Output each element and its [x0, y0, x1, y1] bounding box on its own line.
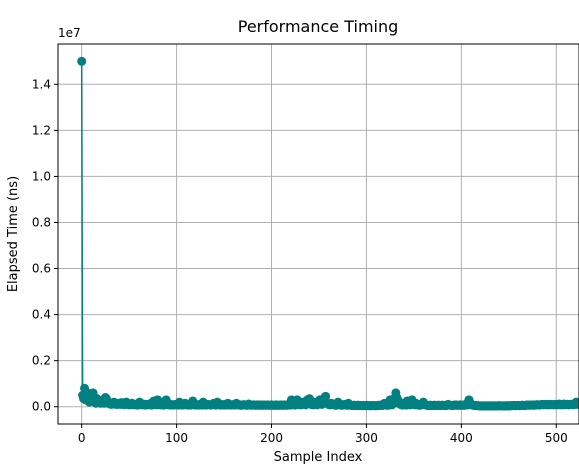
grid	[58, 44, 579, 424]
y-tick-label: 0.4	[32, 308, 51, 322]
y-tick-label: 0.2	[32, 354, 51, 368]
x-tick-label: 500	[545, 431, 568, 445]
x-tick-label: 200	[260, 431, 283, 445]
data-point	[77, 56, 87, 66]
y-tick-label: 1.2	[32, 123, 51, 137]
y-axis-label: Elapsed Time (ns)	[6, 176, 21, 292]
chart-title: Performance Timing	[238, 17, 399, 36]
x-tick-label: 300	[355, 431, 378, 445]
axis-ticks: 0 100 200 300 400 500 0.0 0.2 0.4 0.6 0.8 1.0 1.2 1.4	[32, 77, 568, 445]
x-axis-label: Sample Index	[274, 450, 363, 465]
y-tick-label: 1.4	[32, 77, 51, 91]
y-tick-label: 0.8	[32, 215, 51, 229]
y-axis-offset-label: 1e7	[58, 26, 81, 40]
data-point	[572, 399, 579, 409]
x-tick-label: 100	[165, 431, 188, 445]
x-tick-label: 400	[450, 431, 473, 445]
x-tick-label: 0	[78, 431, 86, 445]
y-tick-label: 0.6	[32, 262, 51, 276]
plot-frame	[57, 43, 579, 425]
data-series	[77, 56, 579, 411]
y-tick-label: 0.0	[32, 400, 51, 414]
y-tick-label: 1.0	[32, 169, 51, 183]
